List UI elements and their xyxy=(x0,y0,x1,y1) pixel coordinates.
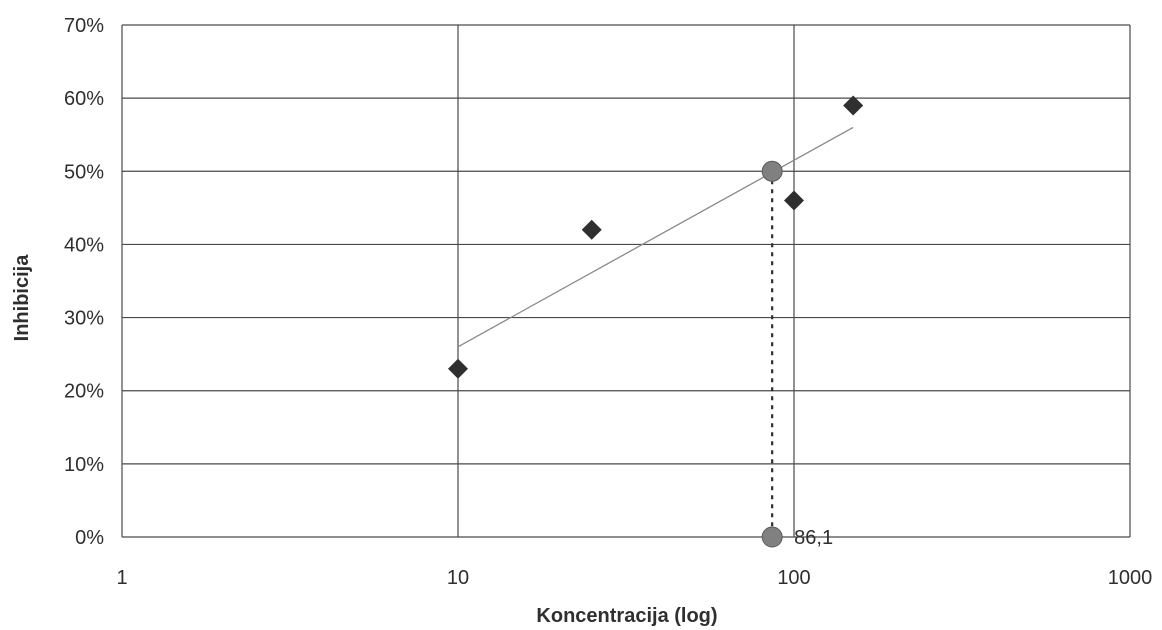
x-axis-title: Koncentracija (log) xyxy=(536,605,717,627)
data-point-diamond xyxy=(448,358,468,379)
grid xyxy=(121,24,1131,538)
data-points xyxy=(448,95,864,379)
trendline-layer xyxy=(457,126,854,348)
trendline xyxy=(457,126,854,348)
ic50-value-label: 86,1 xyxy=(794,527,833,549)
y-tick-label: 40% xyxy=(64,234,104,256)
x-tick-label: 1 xyxy=(116,567,127,589)
data-point-diamond xyxy=(784,190,804,211)
y-axis-title: Inhibicija xyxy=(11,254,33,342)
y-axis-ticks: 0% 10% 20% 30% 40% 50% 60% 70% xyxy=(64,15,104,549)
y-tick-label: 30% xyxy=(64,308,104,330)
y-tick-label: 10% xyxy=(64,454,104,476)
x-tick-label: 10 xyxy=(447,567,469,589)
ic50-point xyxy=(761,160,783,182)
x-tick-label: 1000 xyxy=(1108,567,1153,589)
data-point-diamond xyxy=(581,219,602,240)
ic50-axis-point xyxy=(761,526,783,548)
ic50-annotation: 86,1 xyxy=(761,160,833,549)
x-tick-label: 100 xyxy=(777,567,810,589)
data-point-diamond xyxy=(843,95,864,116)
x-axis-ticks: 1 10 100 1000 xyxy=(116,567,1152,589)
y-tick-label: 60% xyxy=(64,88,104,110)
y-tick-label: 70% xyxy=(64,15,104,37)
y-tick-label: 20% xyxy=(64,381,104,403)
y-tick-label: 0% xyxy=(75,527,104,549)
y-tick-label: 50% xyxy=(64,161,104,183)
